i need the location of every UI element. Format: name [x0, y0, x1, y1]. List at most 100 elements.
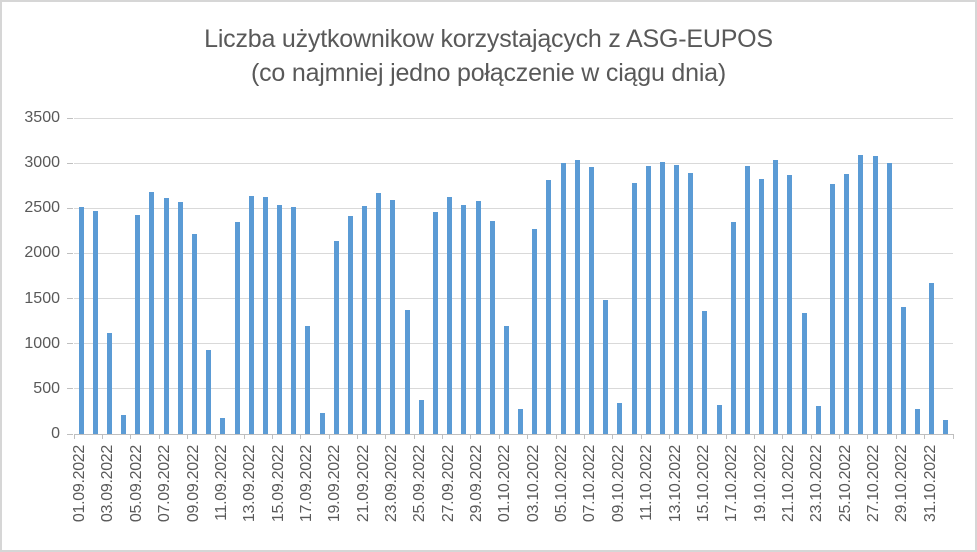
bar: [376, 192, 382, 434]
bar: [886, 163, 892, 434]
bar: [900, 306, 906, 434]
x-axis-label: 03.09.2022: [99, 445, 117, 523]
x-axis-tick: [612, 434, 614, 439]
bar: [220, 417, 226, 434]
bar: [461, 204, 467, 434]
bar: [915, 408, 921, 434]
bar: [574, 159, 580, 434]
chart-title-line2: (co najmniej jedno połączenie w ciągu dn…: [250, 59, 727, 87]
x-axis-label: 19.09.2022: [326, 445, 344, 523]
x-axis-label: 29.09.2022: [468, 445, 486, 523]
gridline: [74, 117, 953, 119]
bar: [333, 240, 339, 434]
x-axis-label: 13.10.2022: [666, 445, 684, 523]
bar: [929, 283, 935, 434]
bar: [617, 403, 623, 434]
x-axis-tick: [527, 434, 529, 439]
y-axis-label: 0: [51, 425, 60, 442]
x-axis-label: 07.10.2022: [581, 445, 599, 523]
bar: [943, 420, 949, 434]
bar: [674, 164, 680, 434]
bar: [603, 300, 609, 434]
x-axis-tick: [413, 434, 415, 439]
x-axis-tick: [328, 434, 330, 439]
x-axis-tick: [130, 434, 132, 439]
bar: [362, 206, 368, 434]
x-axis-label: 17.10.2022: [723, 445, 741, 523]
bar: [730, 221, 736, 434]
x-axis-tick: [754, 434, 756, 439]
x-axis-line: [74, 433, 953, 435]
x-axis-tick: [73, 434, 75, 439]
y-axis-label: 500: [33, 379, 60, 397]
x-axis-label: 17.09.2022: [297, 445, 315, 523]
bar: [532, 229, 538, 434]
bar: [744, 165, 750, 434]
x-axis-tick: [895, 434, 897, 439]
x-axis-tick: [186, 434, 188, 439]
bar: [319, 413, 325, 434]
bar: [121, 415, 127, 434]
bar: [277, 204, 283, 434]
bar: [645, 165, 651, 434]
bar: [291, 207, 297, 434]
bar: [787, 174, 793, 434]
x-axis-label: 09.10.2022: [609, 445, 627, 523]
x-axis-label: 27.10.2022: [865, 445, 883, 523]
y-axis-label: 2000: [24, 244, 60, 262]
x-axis-label: 23.09.2022: [382, 445, 400, 523]
bar: [390, 200, 396, 434]
bar: [78, 207, 84, 434]
x-axis-label: 11.10.2022: [638, 445, 656, 521]
x-axis-label: 15.10.2022: [694, 445, 712, 523]
x-axis-tick: [300, 434, 302, 439]
y-axis-tick: [67, 252, 73, 254]
x-axis-label: 15.09.2022: [269, 445, 287, 523]
bar: [234, 221, 240, 434]
x-axis-tick: [357, 434, 359, 439]
bar: [546, 180, 552, 434]
x-axis-label: 31.10.2022: [921, 445, 939, 523]
x-axis-tick: [583, 434, 585, 439]
bar: [163, 198, 169, 434]
x-axis-label: 21.09.2022: [354, 445, 372, 523]
y-axis-label: 1000: [24, 334, 60, 352]
x-axis-tick: [810, 434, 812, 439]
y-axis-tick: [67, 162, 73, 164]
y-axis-tick: [67, 343, 73, 345]
bar: [262, 196, 268, 434]
x-axis-tick: [839, 434, 841, 439]
bar: [433, 211, 439, 434]
bar: [588, 166, 594, 434]
gridline: [74, 388, 953, 390]
chart-title-line1: Liczba użytkownikow korzystających z ASG…: [204, 25, 773, 53]
x-axis-tick: [697, 434, 699, 439]
y-axis-tick: [67, 298, 73, 300]
x-axis-tick: [498, 434, 500, 439]
bar: [135, 214, 141, 434]
y-axis-label: 3000: [24, 154, 60, 172]
bar: [106, 332, 112, 434]
bar: [759, 179, 765, 434]
bar: [872, 155, 878, 434]
y-axis-label: 3500: [24, 109, 60, 126]
x-axis-tick: [215, 434, 217, 439]
bar: [631, 183, 637, 434]
x-axis-label: 09.09.2022: [184, 445, 202, 523]
x-axis-label: 03.10.2022: [524, 445, 542, 523]
bar: [192, 233, 197, 434]
x-axis-label: 23.10.2022: [808, 445, 826, 523]
bar: [829, 183, 835, 434]
bar: [688, 173, 694, 434]
x-axis-label: 11.09.2022: [212, 445, 230, 521]
x-axis-label: 25.09.2022: [411, 445, 429, 523]
x-axis-tick: [924, 434, 926, 439]
bar: [773, 160, 779, 434]
bar: [815, 406, 821, 434]
gridline: [74, 162, 953, 164]
x-axis-tick: [668, 434, 670, 439]
bar: [716, 405, 722, 434]
x-axis-tick: [555, 434, 557, 439]
bar: [347, 215, 353, 434]
